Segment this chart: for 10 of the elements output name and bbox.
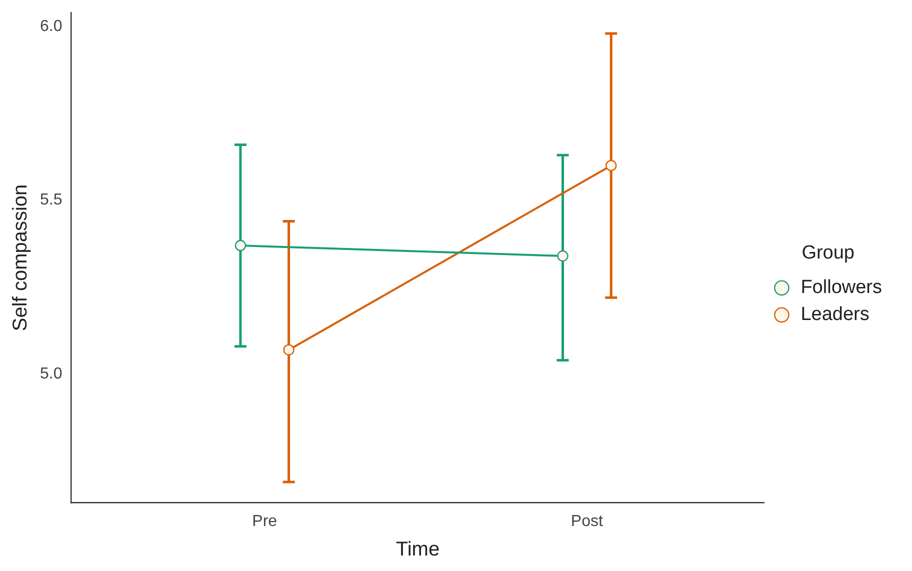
legend-label: Followers (800, 277, 882, 298)
legend-label: Leaders (800, 304, 870, 326)
legend-title: Group (802, 242, 855, 264)
y-axis-title: Self compassion (10, 184, 32, 332)
y-tick-label: 5.5 (40, 192, 62, 209)
x-tick-label: Post (570, 512, 604, 530)
x-axis-title: Time (396, 538, 440, 561)
x-tick-label: Pre (252, 512, 278, 530)
y-tick-label: 6.0 (40, 18, 62, 35)
y-tick-label: 5.0 (40, 366, 62, 383)
